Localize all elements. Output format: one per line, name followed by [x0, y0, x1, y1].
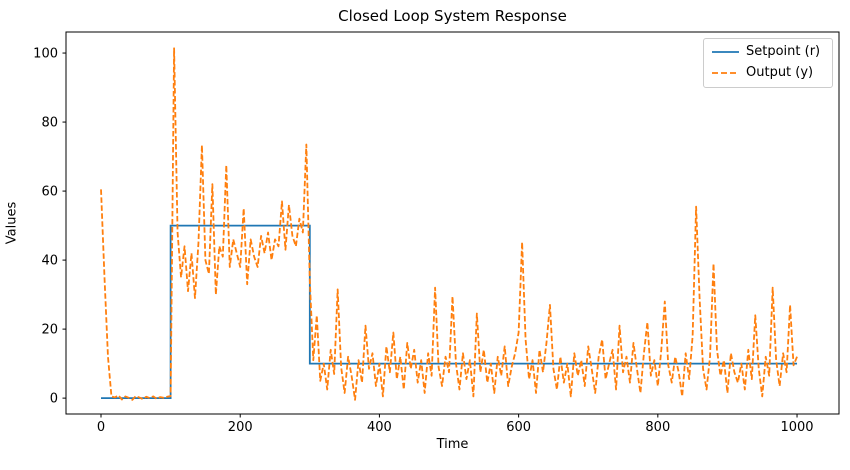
output-line-sample — [712, 72, 739, 74]
output-line — [100, 47, 798, 401]
x-tick-label: 0 — [97, 420, 105, 435]
y-tick-label: 80 — [41, 116, 58, 131]
y-tick-label: 40 — [41, 254, 58, 269]
x-tick-label: 400 — [367, 420, 392, 435]
legend-entry-setpoint: Setpoint (r) — [712, 43, 824, 61]
y-tick-label: 60 — [41, 185, 58, 200]
data-series — [100, 47, 798, 401]
x-tick-label: 600 — [506, 420, 531, 435]
x-axis-label: Time — [436, 437, 469, 452]
axis-ticks: 0 200 400 600 800 1000 0 20 40 60 80 100 — [33, 47, 813, 435]
x-tick-label: 1000 — [780, 420, 813, 435]
x-tick-label: 200 — [228, 420, 253, 435]
axes-spines — [65, 31, 840, 415]
plot-border — [65, 31, 840, 415]
y-tick-label: 100 — [33, 47, 58, 62]
legend-label-output: Output (y) — [746, 65, 814, 80]
setpoint-line-sample — [712, 51, 739, 53]
chart-title: Closed Loop System Response — [338, 7, 567, 25]
legend-entry-output: Output (y) — [712, 64, 824, 82]
x-tick-label: 800 — [645, 420, 670, 435]
y-tick-label: 20 — [41, 323, 58, 338]
legend: Setpoint (r) Output (y) — [703, 38, 833, 88]
legend-label-setpoint: Setpoint (r) — [746, 44, 821, 59]
y-tick-label: 0 — [50, 392, 58, 407]
